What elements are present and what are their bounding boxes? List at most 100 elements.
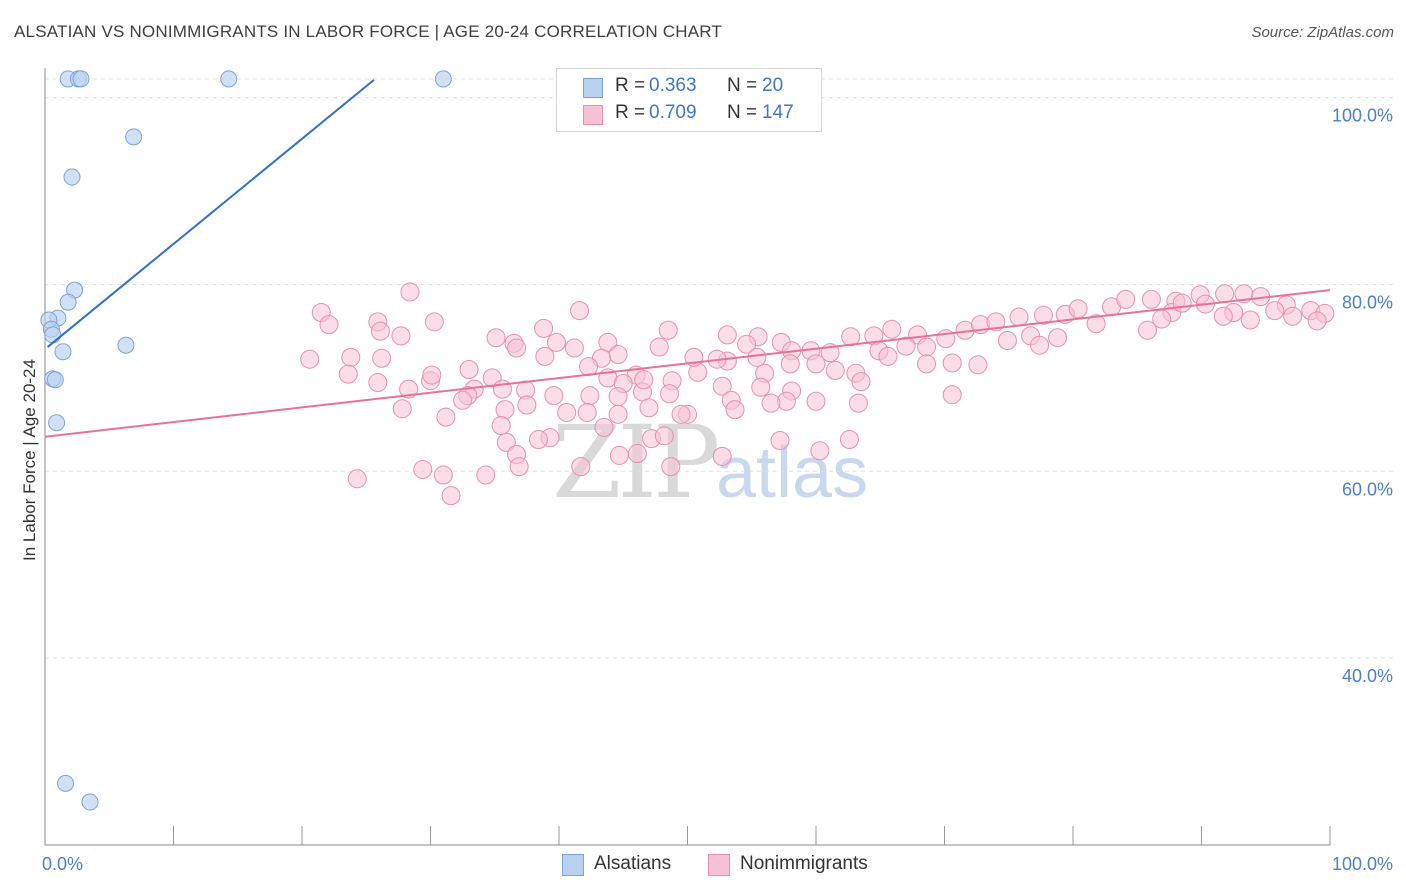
nonimmigrant-point	[654, 426, 674, 446]
nonimmigrant-point	[1030, 335, 1050, 355]
nonimmigrant-point	[737, 334, 757, 354]
bottom-legend-label: Alsatians	[594, 853, 672, 874]
nonimmigrant-point	[570, 301, 590, 321]
nonimmigrant-point	[712, 446, 732, 466]
nonimmigrant-point	[399, 379, 419, 399]
nonimmigrant-point	[509, 457, 529, 477]
nonimmigrant-point	[917, 337, 937, 357]
nonimmigrant-point	[347, 469, 367, 489]
alsatian-point	[54, 343, 72, 361]
alsatian-point	[57, 774, 75, 792]
legend-r-label: R =	[615, 102, 646, 123]
nonimmigrant-point	[942, 353, 962, 373]
nonimmigrant-point	[806, 354, 826, 374]
x-tick-label: 100.0%	[1332, 854, 1393, 874]
alsatian-point	[44, 326, 62, 344]
nonimmigrant-point	[1141, 289, 1161, 309]
nonimmigrant-point	[528, 430, 548, 450]
nonimmigrant-point	[747, 347, 767, 367]
legend-row-alsatians: R = 0.363 N = 20	[557, 75, 821, 99]
nonimmigrant-point	[825, 360, 845, 380]
nonimmigrant-point	[810, 441, 830, 461]
nonimmigrant-point	[391, 326, 411, 346]
correlation-legend: R = 0.363 N = 20 R = 0.709 N = 147	[556, 68, 822, 132]
nonimmigrant-point	[1068, 299, 1088, 319]
nonimmigrant-point	[608, 404, 628, 424]
nonimmigrant-point	[986, 312, 1006, 332]
nonimmigrant-point	[806, 391, 826, 411]
nonimmigrant-point	[942, 385, 962, 405]
nonimmigrant-point	[658, 320, 678, 340]
nonimmigrant-point	[433, 465, 453, 485]
nonimmigrant-point	[453, 390, 473, 410]
nonimmigrant-point	[495, 400, 515, 420]
nonimmigrant-point	[878, 346, 898, 366]
alsatian-point	[81, 793, 99, 811]
legend-n-label: N =	[727, 102, 758, 123]
nonimmigrant-point	[341, 347, 361, 367]
nonimmigrant-point	[1283, 306, 1303, 326]
nonimmigrant-point	[577, 402, 597, 422]
nonimmigrant-point	[712, 376, 732, 396]
bottom-swatch-blue	[562, 854, 584, 876]
nonimmigrant-point	[627, 444, 647, 464]
nonimmigrant-point	[372, 348, 392, 368]
nonimmigrant-trendline	[44, 289, 1331, 438]
nonimmigrant-point	[486, 328, 506, 348]
legend-n-label: N =	[727, 75, 758, 96]
nonimmigrant-point	[534, 318, 554, 338]
nonimmigrant-point	[717, 325, 737, 345]
nonimmigrant-point	[649, 337, 669, 357]
nonimmigrant-point	[1138, 320, 1158, 340]
y-tick-label: 100.0%	[1332, 106, 1393, 126]
alsatian-point	[59, 293, 77, 311]
nonimmigrant-point	[1265, 301, 1285, 321]
nonimmigrant-point	[1086, 314, 1106, 334]
alsatian-point	[63, 168, 81, 186]
x-tick-label: 0.0%	[42, 854, 83, 874]
nonimmigrant-point	[1172, 293, 1192, 313]
nonimmigrant-point	[441, 486, 461, 506]
nonimmigrant-point	[1048, 328, 1068, 348]
nonimmigrant-point	[609, 445, 629, 465]
legend-n-value: 20	[762, 75, 784, 96]
chart-title: ALSATIAN VS NONIMMIGRANTS IN LABOR FORCE…	[14, 22, 722, 41]
nonimmigrant-point	[780, 354, 800, 374]
nonimmigrant-point	[751, 377, 771, 397]
alsatian-point	[48, 414, 66, 432]
nonimmigrant-point	[507, 338, 527, 358]
alsatian-point	[434, 70, 452, 88]
nonimmigrant-point	[400, 282, 420, 302]
legend-r-value: 0.709	[649, 102, 697, 123]
nonimmigrant-point	[491, 416, 511, 436]
nonimmigrant-point	[848, 393, 868, 413]
nonimmigrant-point	[639, 398, 659, 418]
nonimmigrant-point	[968, 355, 988, 375]
y-tick-label: 80.0%	[1342, 292, 1393, 312]
alsatian-point	[220, 70, 238, 88]
alsatian-point	[72, 70, 90, 88]
legend-r-value: 0.363	[649, 75, 697, 96]
bottom-legend-label: Nonimmigrants	[740, 853, 868, 874]
nonimmigrant-point	[459, 359, 479, 379]
nonimmigrant-point	[413, 459, 433, 479]
nonimmigrant-point	[839, 430, 859, 450]
source-credit: Source: ZipAtlas.com	[1251, 24, 1394, 41]
nonimmigrant-point	[1307, 311, 1327, 331]
alsatian-point	[46, 371, 64, 389]
legend-swatch-blue	[583, 78, 603, 98]
nonimmigrant-point	[370, 321, 390, 341]
nonimmigrant-point	[319, 315, 339, 335]
nonimmigrant-point	[608, 345, 628, 365]
nonimmigrant-point	[300, 349, 320, 369]
nonimmigrant-point	[564, 338, 584, 358]
legend-row-nonimmigrants: R = 0.709 N = 147	[557, 102, 821, 126]
nonimmigrant-point	[634, 370, 654, 390]
nonimmigrant-point	[608, 387, 628, 407]
nonimmigrant-point	[1152, 309, 1172, 329]
nonimmigrant-point	[436, 407, 456, 427]
nonimmigrant-point	[571, 457, 591, 477]
nonimmigrant-point	[1033, 305, 1053, 325]
alsatian-point	[117, 336, 135, 354]
alsatian-point	[125, 128, 143, 146]
